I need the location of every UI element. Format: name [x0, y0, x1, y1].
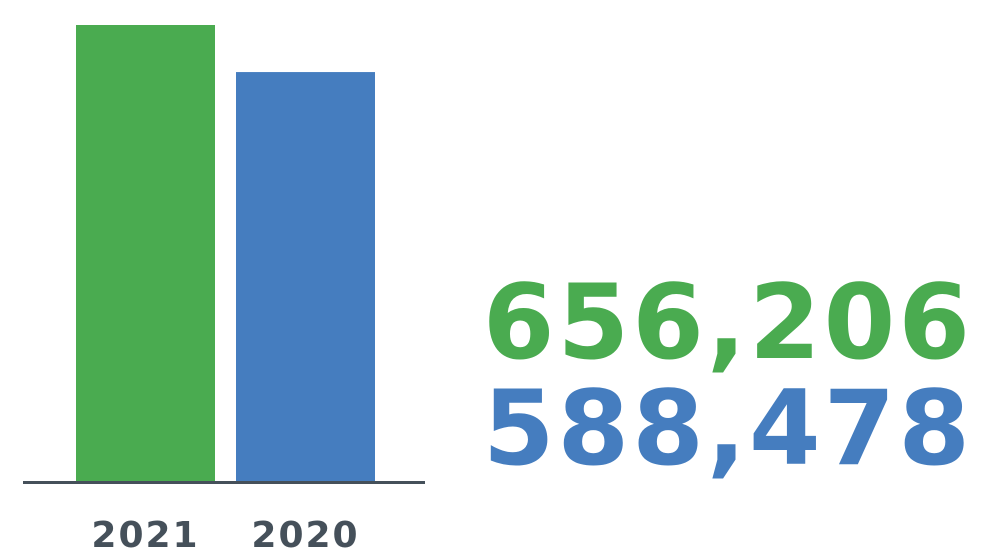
data-label-2021: 656,206 — [482, 263, 973, 383]
data-label-2020: 588,478 — [482, 369, 973, 489]
x-tick-label-2020: 2020 — [251, 515, 359, 552]
bar-2021 — [76, 25, 215, 481]
bars-group — [76, 25, 375, 481]
value-labels: 656,206 588,478 — [473, 270, 973, 482]
x-tick-label-2021: 2021 — [91, 515, 199, 552]
x-tick-labels: 2021 2020 — [91, 515, 359, 552]
bar-chart: 2021 2020 — [23, 25, 425, 552]
bar-2020 — [236, 72, 375, 481]
